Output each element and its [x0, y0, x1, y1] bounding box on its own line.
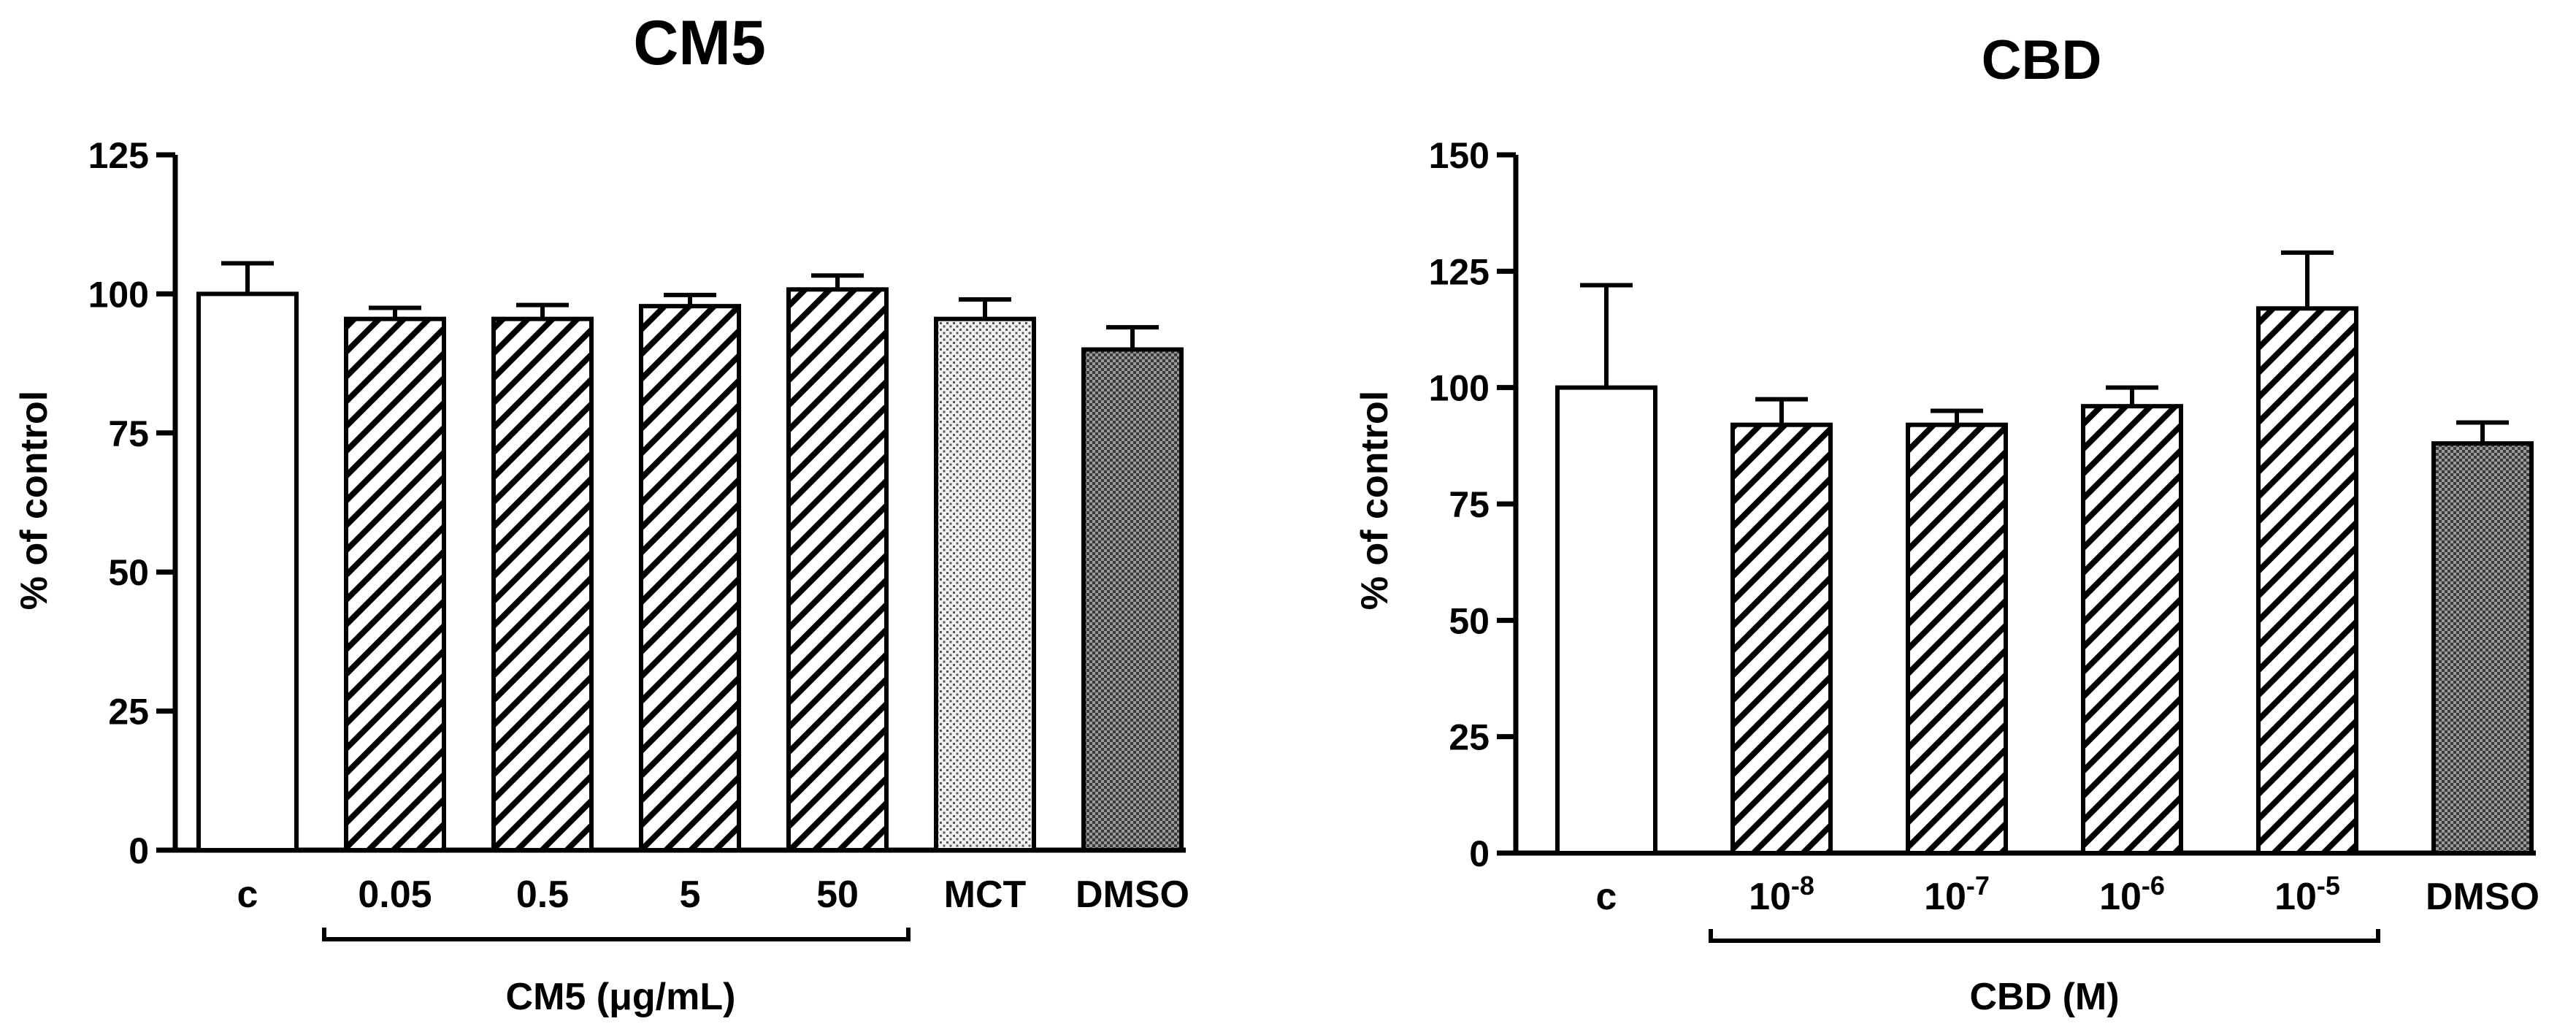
chart-1-x-tick-label: 5	[680, 874, 701, 916]
chart-1-bar	[786, 287, 889, 852]
chart-2-x-tick-label: 10-5	[2274, 871, 2340, 918]
chart-2-bar	[2081, 404, 2183, 855]
chart-2-x-tick-label: 10-7	[1924, 871, 1990, 918]
chart-2-bar	[2256, 306, 2358, 855]
chart-1-y-tick-label: 125	[88, 135, 149, 176]
chart-1-y-tick-label: 75	[108, 413, 149, 454]
chart-2-x-axis-label: CBD (M)	[1969, 976, 2119, 1018]
chart-2-y-tick-label: 25	[1449, 717, 1490, 758]
chart-1-y-tick-label: 25	[108, 692, 149, 733]
chart-2-x-tick-label: DMSO	[2426, 876, 2539, 918]
chart-2-y-tick-label: 75	[1449, 484, 1490, 525]
chart-1-x-tick-label: 0.05	[358, 874, 432, 916]
chart-2-bar	[1730, 422, 1833, 855]
chart-1-x-axis-label: CM5 (μg/mL)	[506, 976, 736, 1018]
chart-1-x-tick-label: c	[237, 874, 258, 916]
chart-2-x-tick-label: c	[1596, 876, 1617, 918]
chart-1-x-tick-label: 50	[816, 874, 859, 916]
chart-2-y-axis-label: % of control	[1354, 391, 1396, 610]
chart-1-bar	[344, 316, 446, 852]
chart-2-bar	[1906, 422, 2008, 855]
chart-2-y-tick-label: 150	[1429, 135, 1490, 176]
chart-1-x-tick-label: 0.5	[516, 874, 569, 916]
chart-1-title: CM5	[633, 8, 766, 78]
chart-2-y-tick-label: 125	[1429, 251, 1490, 292]
chart-1-bar	[491, 316, 594, 852]
chart-1-y-axis-label: % of control	[13, 391, 55, 610]
chart-2-bar	[1555, 385, 1657, 855]
chart-1-plot: 0 25 50 75 100 125 c 0.05 0.5 5 50 MCT DMSO	[88, 135, 1189, 941]
chart-1-y-tick-label: 100	[88, 274, 149, 315]
chart-2-y-tick-label: 0	[1469, 833, 1490, 874]
chart-2-title: CBD	[1982, 29, 2102, 91]
chart-1-group-bracket	[322, 928, 911, 941]
chart-2-bar	[2431, 441, 2534, 855]
chart-2-x-tick-label: 10-6	[2099, 871, 2165, 918]
chart-2-x-tick-label: 10-8	[1749, 871, 1814, 918]
chart-1-bar	[196, 291, 299, 852]
chart-1-y-tick-label: 50	[108, 552, 149, 593]
chart-1-x-tick-label: MCT	[944, 874, 1027, 916]
chart-2-plot: 0 25 50 75 100 125 150 c 10-8 10-7 10-6 10-5 DMSO	[1429, 135, 2539, 943]
chart-1-bar	[1081, 347, 1184, 852]
chart-2-group-bracket	[1709, 929, 2380, 943]
chart-1-y-tick-label: 0	[129, 830, 149, 871]
chart-2-y-tick-label: 50	[1449, 600, 1490, 641]
chart-2-y-tick-label: 100	[1429, 368, 1490, 409]
chart-1-bar	[639, 304, 741, 852]
chart-1-bar	[934, 316, 1036, 852]
chart-1-x-tick-label: DMSO	[1076, 874, 1189, 916]
